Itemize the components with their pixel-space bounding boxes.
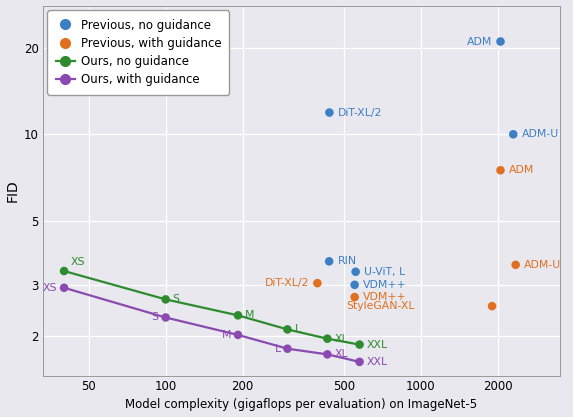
Text: S: S <box>172 294 179 304</box>
Point <box>233 312 242 319</box>
Point <box>323 351 332 358</box>
Text: M: M <box>245 310 254 320</box>
Text: L: L <box>274 344 281 354</box>
Point <box>325 109 334 116</box>
Text: ADM-U: ADM-U <box>524 260 561 270</box>
Text: ADM: ADM <box>509 165 534 175</box>
Text: VDM++: VDM++ <box>363 280 407 290</box>
Text: DiT-XL/2: DiT-XL/2 <box>265 278 309 288</box>
Text: L: L <box>295 324 300 334</box>
Point <box>324 258 333 265</box>
Point <box>313 280 322 286</box>
Text: RIN: RIN <box>337 256 356 266</box>
Text: VDM++: VDM++ <box>363 292 407 302</box>
Point <box>355 359 364 365</box>
Text: ADM: ADM <box>467 37 492 47</box>
X-axis label: Model complexity (gigaflops per evaluation) on ImageNet-5: Model complexity (gigaflops per evaluati… <box>125 399 477 412</box>
Point <box>283 326 292 333</box>
Text: XS: XS <box>71 257 85 267</box>
Point <box>323 335 332 342</box>
Legend: Previous, no guidance, Previous, with guidance, Ours, no guidance, Ours, with gu: Previous, no guidance, Previous, with gu… <box>48 10 229 95</box>
Point <box>161 296 170 303</box>
Point <box>233 332 242 338</box>
Point <box>488 303 497 309</box>
Point <box>60 284 69 291</box>
Point <box>511 261 520 268</box>
Point <box>509 131 518 138</box>
Text: XL: XL <box>334 334 348 344</box>
Point <box>60 268 69 274</box>
Text: U-ViT, L: U-ViT, L <box>364 267 405 277</box>
Text: XS: XS <box>42 283 57 293</box>
Text: DiT-XL/2: DiT-XL/2 <box>337 108 382 118</box>
Point <box>496 38 505 45</box>
Text: StyleGAN-XL: StyleGAN-XL <box>346 301 415 311</box>
Text: S: S <box>152 312 159 322</box>
Point <box>350 281 359 288</box>
Text: M: M <box>222 330 231 340</box>
Y-axis label: FID: FID <box>6 179 19 202</box>
Point <box>350 294 359 300</box>
Point <box>161 314 170 321</box>
Point <box>355 341 364 348</box>
Point <box>283 345 292 352</box>
Text: XXL: XXL <box>367 357 388 367</box>
Text: XXL: XXL <box>367 339 388 349</box>
Point <box>496 167 505 173</box>
Text: ADM-U: ADM-U <box>521 129 559 139</box>
Text: XL: XL <box>334 349 348 359</box>
Point <box>351 269 360 275</box>
